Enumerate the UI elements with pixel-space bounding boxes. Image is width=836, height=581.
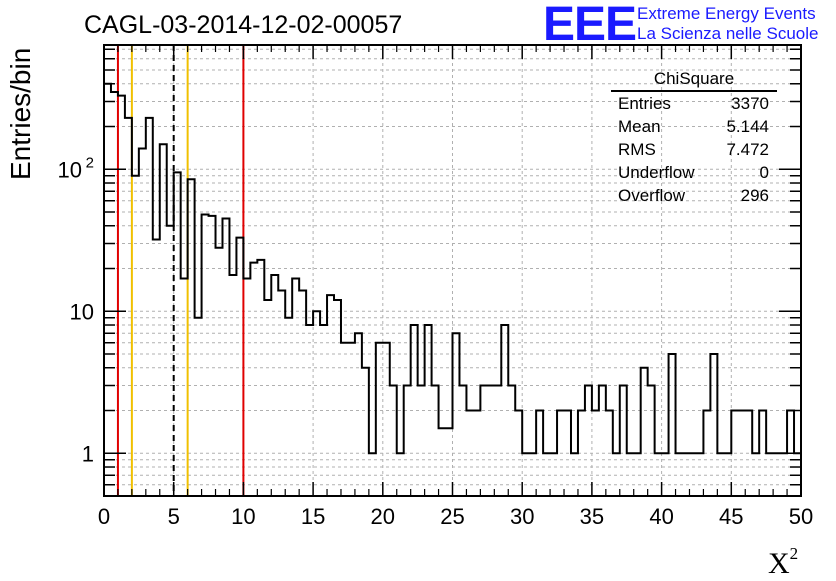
x-tick-label: 35 xyxy=(580,504,604,529)
stats-label: Overflow xyxy=(618,186,686,205)
logo-line-2: La Scienza nelle Scuole xyxy=(637,24,819,43)
plot-frame xyxy=(103,44,802,497)
stats-row-entries: Entries 3370 xyxy=(611,92,777,115)
x-tick-label: 5 xyxy=(168,504,180,529)
x-tick-label: 40 xyxy=(649,504,673,529)
stats-row-underflow: Underflow 0 xyxy=(611,161,777,184)
histogram-outline xyxy=(104,82,801,455)
y-tick-label-exponent: 2 xyxy=(86,154,94,171)
x-tick-label: 50 xyxy=(789,504,813,529)
stats-label: Mean xyxy=(618,117,661,136)
stats-label: Entries xyxy=(618,94,671,113)
stats-value: 296 xyxy=(740,186,769,205)
stats-box: ChiSquare Entries 3370 Mean 5.144 RMS 7.… xyxy=(611,69,777,207)
stats-label: Underflow xyxy=(618,163,695,182)
stats-box-title: ChiSquare xyxy=(611,69,777,92)
stats-value: 7.472 xyxy=(726,140,769,159)
stats-value: 5.144 xyxy=(726,117,769,136)
y-tick-label: 1 xyxy=(82,441,94,466)
x-tick-labels: 0 5 10 15 20 25 30 35 40 45 50 xyxy=(98,504,813,529)
x-axis-label-base: X xyxy=(768,547,790,580)
x-axis-label: X2 xyxy=(768,537,798,581)
x-tick-label: 25 xyxy=(440,504,464,529)
stats-row-rms: RMS 7.472 xyxy=(611,138,777,161)
y-axis-label: Entries/bin xyxy=(5,47,36,180)
stats-label: RMS xyxy=(618,140,656,159)
x-tick-label: 45 xyxy=(719,504,743,529)
y-tick-label: 10 xyxy=(58,157,82,182)
x-axis-label-exponent: 2 xyxy=(789,544,799,563)
chart-title: CAGL-03-2014-12-02-00057 xyxy=(84,11,403,39)
x-tick-label: 15 xyxy=(301,504,325,529)
stats-row-overflow: Overflow 296 xyxy=(611,184,777,207)
x-tick-label: 10 xyxy=(231,504,255,529)
x-tick-label: 20 xyxy=(371,504,395,529)
stats-row-mean: Mean 5.144 xyxy=(611,115,777,138)
logo-line-1: Extreme Energy Events xyxy=(637,4,816,23)
x-tick-label: 30 xyxy=(510,504,534,529)
eee-logo: EEE xyxy=(543,0,637,51)
axis-ticks xyxy=(103,45,802,497)
x-tick-label: 0 xyxy=(98,504,110,529)
stats-value: 3370 xyxy=(731,94,769,113)
stats-value: 0 xyxy=(759,163,769,182)
y-tick-label: 10 xyxy=(70,299,94,324)
